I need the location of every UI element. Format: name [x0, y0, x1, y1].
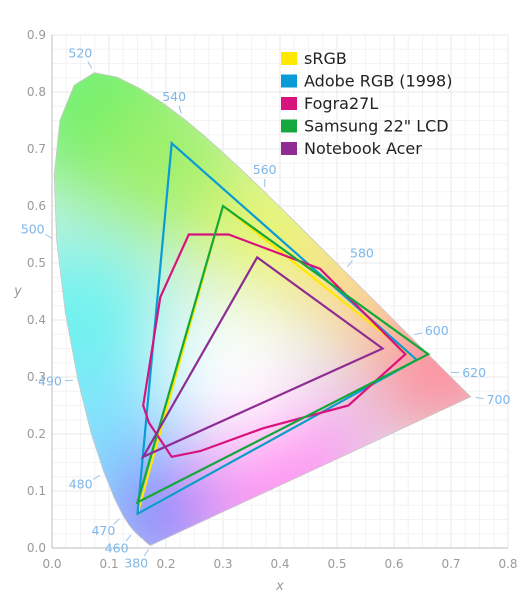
legend-swatch — [281, 142, 297, 155]
y-tick-label: 0.8 — [27, 85, 46, 99]
y-tick-label: 0.3 — [27, 370, 46, 384]
y-tick-labels: 0.0 0.1 0.2 0.3 0.4 0.5 0.6 0.7 0.8 0.9 — [27, 28, 46, 555]
y-tick-label: 0.5 — [27, 256, 46, 270]
legend-label: sRGB — [304, 49, 347, 68]
x-tick-label: 0.6 — [384, 557, 403, 571]
x-tick-label: 0.3 — [213, 557, 232, 571]
spectral-locus-outline — [53, 72, 472, 546]
y-tick-label: 0.6 — [27, 199, 46, 213]
wavelength-tick — [113, 518, 120, 525]
legend-swatch — [281, 97, 297, 110]
x-tick-label: 0.5 — [327, 557, 346, 571]
wavelength-tick — [346, 260, 353, 268]
x-tick-label: 0.1 — [99, 557, 118, 571]
axes — [51, 35, 508, 549]
legend-label: Notebook Acer — [304, 139, 422, 158]
legend-label: Fogra27L — [304, 94, 378, 113]
wavelength-label: 600 — [425, 323, 449, 338]
wavelength-label: 490 — [38, 373, 62, 388]
wavelength-tick — [178, 105, 182, 114]
x-axis-title: x — [275, 579, 284, 594]
wavelength-label: 540 — [162, 89, 186, 104]
wavelength-label: 560 — [253, 162, 277, 177]
x-tick-labels: 0.0 0.1 0.2 0.3 0.4 0.5 0.6 0.7 0.8 — [42, 557, 517, 571]
wavelength-label: 700 — [487, 392, 511, 407]
legend-swatch — [281, 52, 297, 65]
x-tick-label: 0.2 — [156, 557, 175, 571]
wavelength-tick — [143, 549, 149, 557]
y-tick-label: 0.9 — [27, 28, 46, 42]
wavelength-label: 470 — [91, 523, 115, 538]
wavelength-tick — [87, 61, 93, 69]
x-tick-label: 0.0 — [42, 557, 61, 571]
wavelength-label: 460 — [105, 540, 129, 555]
wavelength-tick — [125, 534, 132, 542]
y-tick-label: 0.4 — [27, 313, 46, 327]
wavelength-tick — [414, 332, 423, 336]
x-tick-label: 0.8 — [498, 557, 517, 571]
gamut-notebook-acer — [140, 255, 385, 460]
x-tick-label: 0.7 — [441, 557, 460, 571]
legend-swatch — [281, 119, 297, 133]
gamut-samsung-22-lcd — [135, 204, 431, 505]
legend-label: Samsung 22" LCD — [304, 117, 449, 136]
y-tick-label: 0.1 — [27, 484, 46, 498]
legend: sRGB Adobe RGB (1998) Fogra27L Samsung 22" … — [281, 49, 452, 158]
y-tick-label: 0.0 — [27, 541, 46, 555]
wavelength-tick — [92, 474, 101, 480]
wavelength-label: 580 — [350, 246, 374, 261]
wavelength-label: 480 — [69, 476, 93, 491]
wavelength-tick — [45, 233, 53, 239]
y-axis-title: y — [13, 284, 22, 299]
wavelength-label: 380 — [124, 556, 148, 571]
legend-swatch — [281, 74, 297, 88]
wavelength-tick — [64, 379, 73, 382]
wavelength-label: 520 — [68, 46, 92, 61]
gamut-series — [135, 141, 431, 517]
y-tick-label: 0.2 — [27, 427, 46, 441]
legend-label: Adobe RGB (1998) — [304, 72, 452, 91]
x-tick-label: 0.4 — [270, 557, 289, 571]
gamut-fogra27l — [142, 233, 407, 459]
wavelength-label: 620 — [462, 365, 486, 380]
wavelength-tick — [475, 397, 484, 400]
wavelength-label: 500 — [21, 222, 45, 237]
y-tick-label: 0.7 — [27, 142, 46, 156]
